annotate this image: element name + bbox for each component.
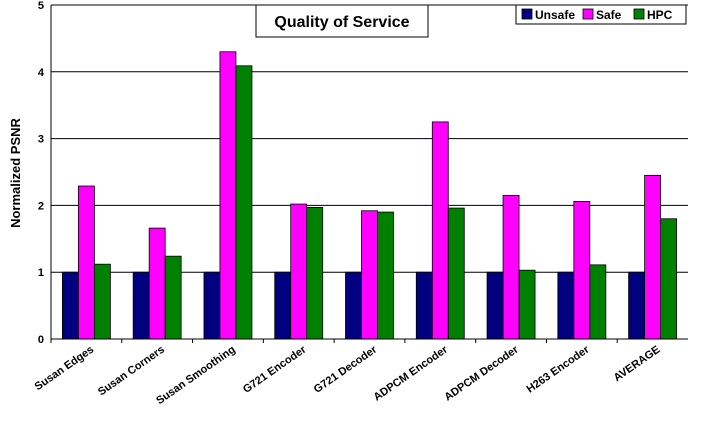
bars bbox=[50, 51, 678, 343]
x-tick-label: AVERAGE bbox=[612, 344, 663, 385]
bar-hpc-4 bbox=[377, 211, 394, 340]
bar-unsafe-0 bbox=[61, 271, 79, 340]
bar-hpc-3 bbox=[306, 207, 324, 340]
chart-title-box: Quality of Service bbox=[255, 4, 429, 38]
bar-unsafe-4 bbox=[345, 271, 362, 340]
bar-safe-5 bbox=[431, 121, 449, 340]
bar-safe-3 bbox=[290, 203, 308, 340]
y-tick-label: 0 bbox=[38, 334, 44, 346]
bar-unsafe-5 bbox=[415, 271, 433, 340]
x-tick-label: ADPCM Decoder bbox=[442, 343, 521, 403]
bar-safe-0 bbox=[77, 185, 95, 340]
x-tick-label: ADPCM Encoder bbox=[372, 343, 451, 403]
legend-swatch-hpc bbox=[633, 8, 645, 20]
bar-unsafe-8 bbox=[628, 271, 646, 340]
bar-hpc-2 bbox=[235, 65, 253, 340]
bar-hpc-8 bbox=[660, 218, 678, 340]
y-tick-label: 5 bbox=[38, 0, 44, 12]
x-tick-label: G721 Encoder bbox=[241, 343, 309, 396]
bar-unsafe-1 bbox=[132, 271, 150, 340]
legend-swatch-safe bbox=[582, 8, 594, 20]
y-tick-labels: 0 1 2 3 4 5 bbox=[38, 0, 45, 346]
legend-swatch-unsafe bbox=[521, 8, 533, 20]
bar-safe-8 bbox=[644, 174, 662, 340]
bar-safe-2 bbox=[219, 51, 237, 340]
x-tick-label: Susan Edges bbox=[33, 344, 96, 393]
bar-safe-6 bbox=[502, 194, 520, 340]
bar-unsafe-6 bbox=[486, 271, 504, 340]
x-tick-label: Susan Corners bbox=[96, 344, 167, 399]
legend-label-safe: Safe bbox=[596, 8, 622, 22]
bar-unsafe-3 bbox=[274, 271, 292, 340]
bar-unsafe-2 bbox=[203, 271, 221, 340]
x-tick-label: H263 Encoder bbox=[525, 343, 593, 395]
y-axis-title: Normalized PSNR bbox=[8, 117, 23, 227]
chart-title: Quality of Service bbox=[274, 14, 409, 31]
bar-hpc-1 bbox=[164, 255, 182, 340]
bar-hpc-5 bbox=[447, 207, 465, 340]
bar-safe-4 bbox=[361, 210, 378, 340]
bar-hpc-7 bbox=[589, 264, 607, 340]
y-tick-label: 4 bbox=[38, 67, 45, 79]
y-tick-label: 3 bbox=[38, 134, 44, 146]
bar-safe-7 bbox=[573, 200, 591, 340]
x-tick-label: Susan Smoothing bbox=[154, 344, 237, 407]
y-tick-label: 1 bbox=[38, 267, 44, 279]
y-tick-label: 2 bbox=[38, 200, 44, 212]
legend-label-unsafe: Unsafe bbox=[535, 8, 575, 22]
bar-hpc-0 bbox=[93, 263, 111, 340]
x-tick-label: G721 Decoder bbox=[312, 343, 380, 396]
legend-label-hpc: HPC bbox=[647, 8, 673, 22]
legend: Unsafe Safe HPC bbox=[515, 4, 687, 25]
bar-unsafe-7 bbox=[557, 271, 575, 340]
bar-safe-1 bbox=[148, 227, 166, 340]
bar-hpc-6 bbox=[518, 269, 536, 340]
